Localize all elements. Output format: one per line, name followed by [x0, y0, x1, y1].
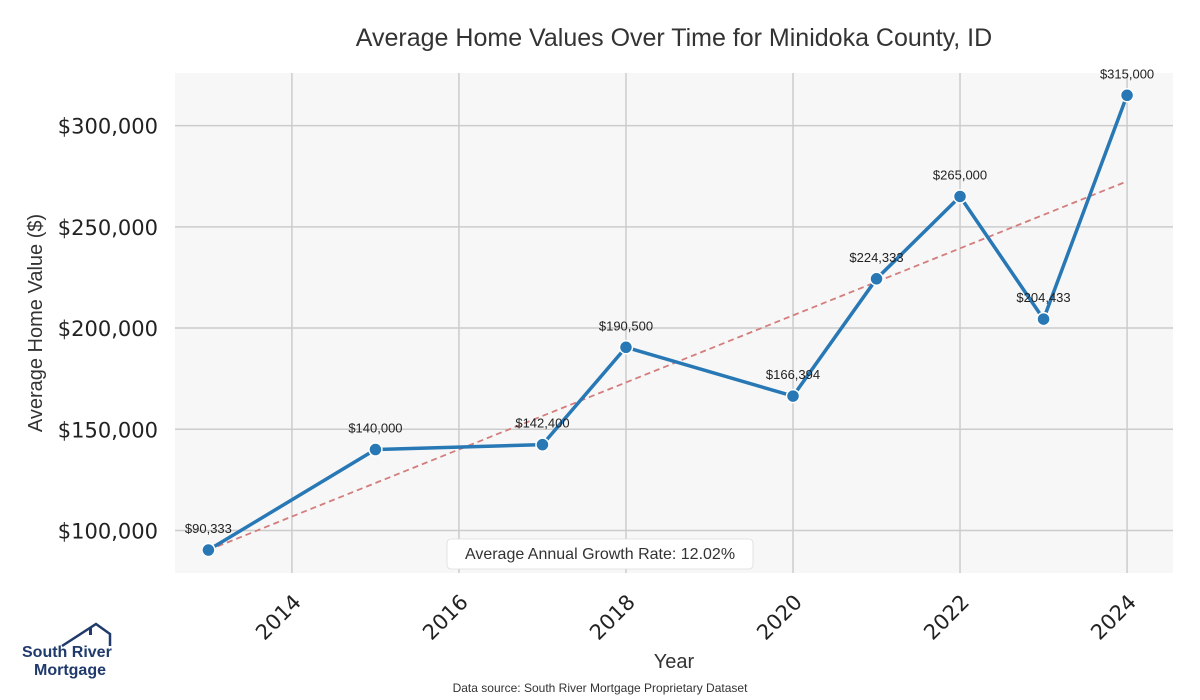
data-label: $142,400 [515, 416, 569, 431]
data-source: Data source: South River Mortgage Propri… [453, 681, 748, 695]
data-label: $90,333 [185, 521, 232, 536]
data-labels: $90,333 $140,000 $142,400 $190,500 $166,394 $… [185, 66, 1154, 536]
data-point [785, 388, 801, 404]
data-point [869, 271, 884, 287]
growth-rate-text: Average Annual Growth Rate: 12.02% [465, 546, 735, 563]
x-tick-label: 2016 [418, 590, 473, 645]
data-point [1119, 88, 1135, 103]
data-label: $224,333 [849, 250, 903, 265]
y-axis-label: Average Home Value ($) [25, 214, 47, 432]
data-label: $315,000 [1100, 66, 1154, 81]
plot-area [175, 73, 1173, 573]
data-point [1036, 311, 1051, 327]
y-tick-label: $200,000 [58, 317, 158, 341]
data-label: $204,433 [1016, 290, 1070, 305]
x-tick-label: 2020 [752, 590, 807, 645]
data-label: $140,000 [348, 421, 402, 436]
x-tick-label: 2014 [251, 590, 306, 645]
data-point [535, 437, 550, 452]
data-point [952, 189, 968, 204]
x-tick-label: 2022 [919, 590, 974, 645]
data-point [618, 340, 634, 355]
x-tick-label: 2018 [585, 590, 640, 645]
trendline [208, 180, 1128, 551]
y-tick-label: $100,000 [58, 519, 158, 543]
y-tick-label: $250,000 [58, 216, 158, 240]
logo-text-line1: South River [22, 644, 112, 661]
data-point [201, 542, 216, 558]
data-label: $166,394 [766, 367, 820, 382]
data-label: $265,000 [933, 167, 987, 182]
chart-title: Average Home Values Over Time for Minido… [356, 24, 992, 52]
x-tick-labels: 2014 2016 2018 2020 2022 2024 [251, 590, 1141, 645]
y-tick-labels: $100,000 $150,000 $200,000 $250,000 $300,000 [58, 115, 158, 544]
data-label: $190,500 [599, 318, 653, 333]
grid [175, 73, 1173, 573]
y-tick-label: $300,000 [58, 115, 158, 139]
logo-text-line2: Mortgage [34, 662, 106, 679]
data-points [201, 88, 1135, 558]
logo: South River Mortgage [22, 622, 112, 679]
x-tick-label: 2024 [1086, 590, 1141, 645]
data-point [368, 442, 383, 457]
y-tick-label: $150,000 [58, 418, 158, 442]
growth-rate-annotation: Average Annual Growth Rate: 12.02% [446, 538, 754, 570]
house-icon [61, 622, 112, 648]
x-axis-label: Year [654, 651, 695, 673]
